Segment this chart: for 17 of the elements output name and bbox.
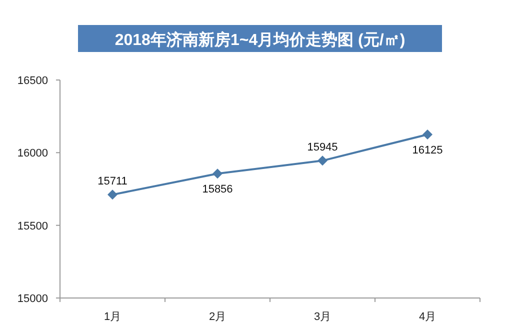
x-tick-label: 2月 xyxy=(208,311,226,323)
x-tick-label: 1月 xyxy=(104,311,122,323)
y-tick-label: 16000 xyxy=(17,148,48,160)
x-tick-label: 3月 xyxy=(314,311,332,323)
point xyxy=(422,130,432,140)
chart-title: 2018年济南新房1~4月均价走势图 (元/㎡) xyxy=(114,30,406,49)
x-tick-label: 4月 xyxy=(418,311,436,323)
point xyxy=(318,156,328,166)
point xyxy=(212,168,222,179)
data-label: 15711 xyxy=(98,176,128,188)
y-tick-label: 15000 xyxy=(17,293,48,305)
point xyxy=(108,190,118,200)
data-label: 16125 xyxy=(412,144,443,156)
y-tick-label: 16500 xyxy=(17,75,48,87)
data-label: 15856 xyxy=(202,184,233,196)
y-tick-label: 15500 xyxy=(17,220,48,232)
data-label: 15945 xyxy=(307,142,338,154)
